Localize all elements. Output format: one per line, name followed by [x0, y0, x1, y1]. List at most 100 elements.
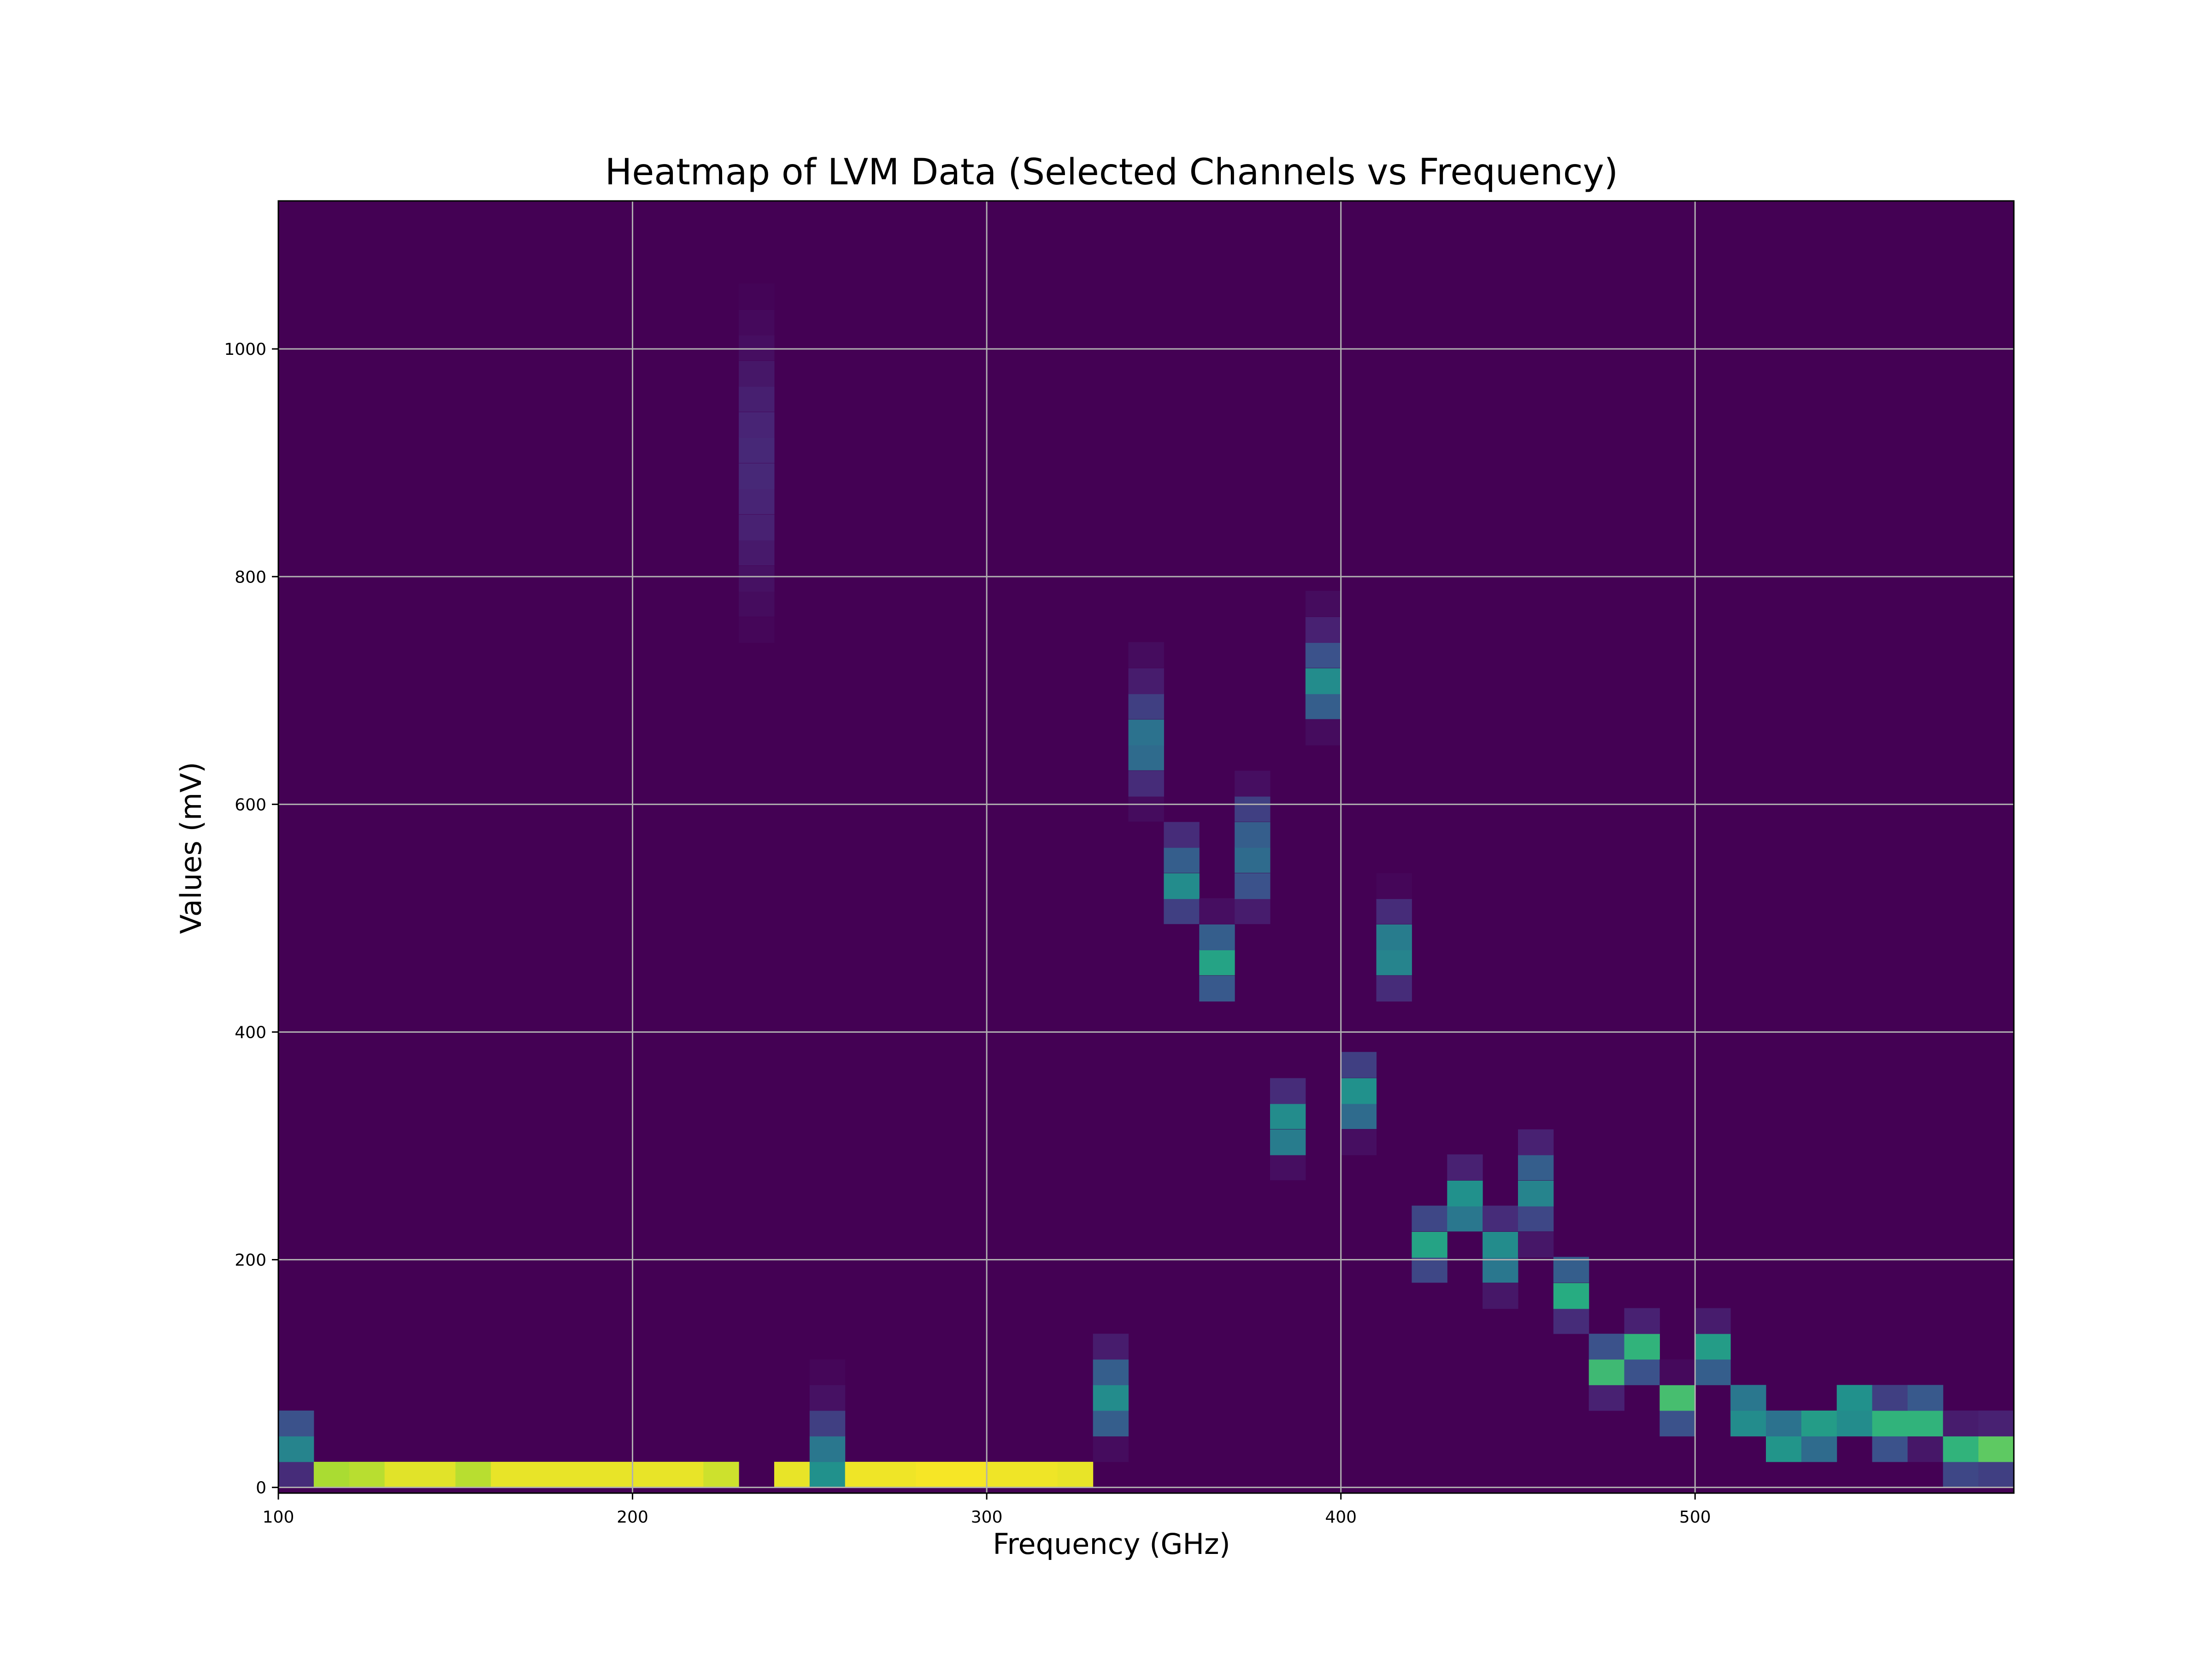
heatmap-cell-81: [1341, 1052, 1377, 1078]
heatmap-cell-123: [1836, 1410, 1873, 1436]
heatmap-cell-43: [1093, 1410, 1129, 1436]
heatmap-cell-120: [1766, 1410, 1802, 1436]
heatmap-cell-68: [1270, 1154, 1306, 1181]
heatmap-cell-71: [1270, 1078, 1306, 1104]
heatmap-cell-38: [951, 1462, 987, 1488]
heatmap-cell-136: [1978, 1410, 2014, 1436]
x-axis-ticks: 100 200 300 400 500: [263, 1493, 1711, 1527]
x-tick-label-500: 500: [1679, 1508, 1711, 1527]
heatmap-cell-33: [809, 1385, 846, 1411]
heatmap-cell-37: [916, 1462, 952, 1488]
heatmap-cell-130: [1907, 1385, 1943, 1411]
heatmap-cell-66: [1235, 795, 1271, 822]
heatmap-cell-80: [1341, 1078, 1377, 1104]
heatmap-cell-17: [739, 565, 775, 592]
heatmap-cell-58: [1199, 976, 1235, 1002]
heatmap-cell-49: [1128, 744, 1164, 771]
heatmap-cell-115: [1695, 1334, 1731, 1360]
heatmap-cell-19: [739, 514, 775, 541]
heatmap-cell-96: [1483, 1206, 1518, 1232]
heatmap-cell-41: [1057, 1462, 1094, 1488]
heatmap-cell-1: [278, 1436, 314, 1462]
heatmap-cell-6: [420, 1462, 456, 1488]
heatmap-cell-91: [1447, 1180, 1483, 1206]
heatmap-cell-90: [1447, 1206, 1483, 1232]
heatmap-cell-74: [1305, 668, 1341, 694]
heatmap-cell-87: [1412, 1257, 1447, 1283]
heatmap-cell-135: [1978, 1436, 2014, 1462]
heatmap-cell-20: [739, 488, 775, 514]
heatmap-cell-56: [1164, 847, 1200, 873]
heatmap-cell-75: [1305, 642, 1341, 668]
heatmap-cell-24: [739, 386, 775, 412]
heatmap-cell-100: [1518, 1154, 1554, 1181]
heatmap-cell-110: [1624, 1308, 1660, 1334]
heatmap-cell-117: [1730, 1410, 1766, 1436]
heatmap-cell-131: [1943, 1462, 1979, 1488]
heatmap-cell-7: [455, 1462, 491, 1488]
y-tick-label-800: 800: [235, 568, 266, 587]
grid-lines: [277, 201, 2014, 1493]
heatmap-cell-109: [1624, 1334, 1660, 1360]
plot-frame: [277, 200, 2015, 1494]
heatmap-cell-125: [1872, 1436, 1908, 1462]
y-tick-label-600: 600: [235, 795, 266, 814]
y-tick-label-400: 400: [235, 1023, 266, 1042]
heatmap-cell-22: [739, 437, 775, 463]
heatmap-cell-53: [1128, 642, 1164, 668]
heatmap-cell-46: [1093, 1334, 1129, 1360]
heatmap-cell-99: [1518, 1180, 1554, 1206]
heatmap-cell-16: [739, 591, 775, 617]
heatmap-cell-8: [491, 1462, 527, 1488]
plot-area: [277, 200, 2015, 1494]
heatmap-cell-93: [1483, 1283, 1518, 1309]
heatmap-cell-69: [1270, 1129, 1306, 1155]
heatmap-cell-47: [1128, 795, 1164, 822]
heatmap-cell-84: [1376, 924, 1412, 951]
heatmap-cell-26: [739, 335, 775, 361]
heatmap-cell-112: [1659, 1385, 1695, 1411]
heatmap-cell-86: [1376, 873, 1412, 899]
heatmap-cell-108: [1624, 1359, 1660, 1385]
heatmap-cell-113: [1659, 1359, 1695, 1385]
heatmap-cell-72: [1305, 719, 1341, 746]
heatmap-cell-78: [1341, 1129, 1377, 1155]
heatmap-cell-67: [1235, 771, 1271, 797]
heatmap-cell-51: [1128, 693, 1164, 719]
heatmap-cell-128: [1907, 1436, 1943, 1462]
heatmap-cell-114: [1695, 1359, 1731, 1385]
heatmap-cell-105: [1588, 1385, 1625, 1411]
heatmap-cell-104: [1553, 1257, 1589, 1283]
heatmap-cell-35: [845, 1462, 881, 1488]
heatmap-cell-14: [703, 1462, 739, 1488]
heatmap-cell-29: [774, 1462, 810, 1488]
y-tick-label-0: 0: [256, 1479, 266, 1498]
heatmap-cell-4: [349, 1462, 385, 1488]
heatmap-cell-77: [1305, 591, 1341, 617]
heatmap-cells: [278, 283, 2014, 1488]
heatmap-cell-52: [1128, 668, 1164, 694]
x-tick-label-200: 200: [617, 1508, 648, 1527]
heatmap-cell-85: [1376, 898, 1412, 924]
heatmap-cell-30: [809, 1462, 846, 1488]
heatmap-cell-129: [1907, 1410, 1943, 1436]
heatmap-cell-27: [739, 309, 775, 336]
heatmap-cell-98: [1518, 1206, 1554, 1232]
heatmap-cell-34: [809, 1359, 846, 1385]
heatmap-cell-73: [1305, 693, 1341, 719]
heatmap-cell-111: [1659, 1410, 1695, 1436]
heatmap-cell-88: [1412, 1232, 1447, 1258]
heatmap-cell-60: [1199, 924, 1235, 951]
x-axis-label: Frequency (GHz): [993, 1527, 1230, 1561]
heatmap-cell-61: [1199, 898, 1235, 924]
heatmap-cell-94: [1483, 1257, 1518, 1283]
heatmap-cell-31: [809, 1436, 846, 1462]
y-tick-label-1000: 1000: [224, 340, 266, 359]
heatmap-cell-83: [1376, 949, 1412, 976]
heatmap-cell-54: [1164, 898, 1200, 924]
heatmap-cell-9: [526, 1462, 562, 1488]
heatmap-cell-107: [1588, 1334, 1625, 1360]
heatmap-cell-18: [739, 539, 775, 566]
heatmap-cell-95: [1483, 1232, 1518, 1258]
